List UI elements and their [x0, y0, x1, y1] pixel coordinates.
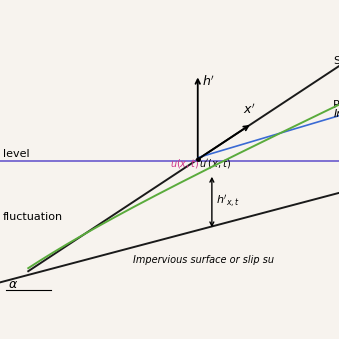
Text: Ir: Ir — [333, 109, 339, 119]
Text: Phrea: Phrea — [333, 100, 339, 110]
Text: level: level — [3, 149, 29, 159]
Text: $\alpha$: $\alpha$ — [8, 278, 19, 291]
Text: Slo: Slo — [333, 56, 339, 66]
Text: $u'(x,t)$: $u'(x,t)$ — [199, 157, 231, 170]
Text: Impervious surface or slip su: Impervious surface or slip su — [133, 255, 274, 265]
Text: $h'_{x,t}$: $h'_{x,t}$ — [216, 194, 240, 210]
Text: $x'$: $x'$ — [243, 102, 256, 117]
Text: $u(x,t)$: $u(x,t)$ — [170, 157, 199, 170]
Text: $h'$: $h'$ — [202, 75, 215, 89]
Text: fluctuation: fluctuation — [3, 212, 63, 222]
